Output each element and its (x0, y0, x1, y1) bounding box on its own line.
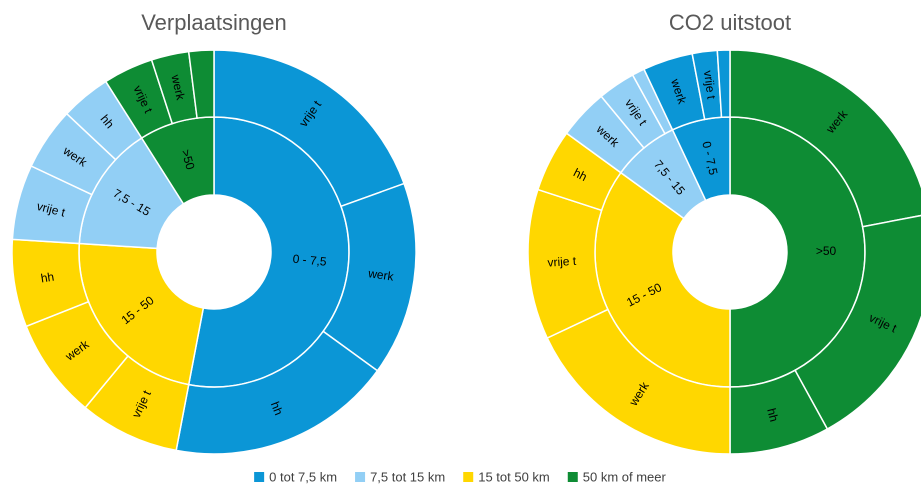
segment-label: werk (366, 266, 395, 284)
segment-label: hh (764, 407, 781, 423)
outer-segment (729, 49, 921, 228)
segment-label: hh (268, 400, 286, 418)
legend-swatch (254, 472, 265, 482)
segment-label: hh (571, 165, 589, 184)
legend-label: 7,5 tot 15 km (370, 469, 445, 484)
segment-label: hh (40, 270, 55, 286)
outer-segment (187, 49, 215, 119)
legend-swatch (355, 472, 366, 482)
segment-label: >50 (178, 148, 197, 172)
legend: 0 tot 7,5 km 7,5 tot 15 km 15 tot 50 km 50 … (254, 469, 667, 484)
legend-swatch (463, 472, 474, 482)
segment-label: vrije t (547, 254, 577, 270)
segment-label: werk (168, 73, 188, 103)
legend-label: 50 km of meer (583, 469, 667, 484)
chart-title: CO2 uitstoot (669, 10, 791, 35)
segment-label: vrije t (701, 70, 719, 101)
outer-segment (716, 49, 731, 119)
legend-label: 0 tot 7,5 km (269, 469, 337, 484)
chart-title: Verplaatsingen (141, 10, 287, 35)
segment-label: 0 - 7,5 (292, 252, 328, 269)
legend-label: 15 tot 50 km (478, 469, 550, 484)
legend-swatch (567, 472, 578, 482)
segment-label: >50 (816, 244, 837, 258)
